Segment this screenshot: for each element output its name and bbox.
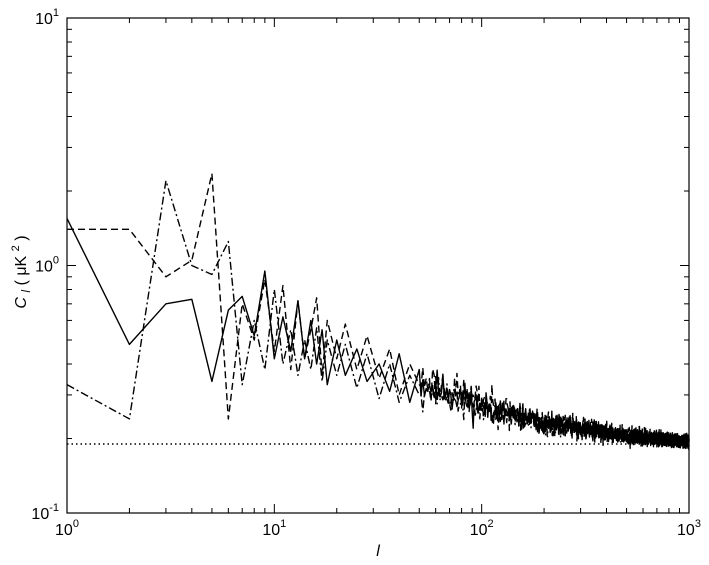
series-line-solid [66,218,690,449]
y-axis-label-sub: l [19,290,33,293]
y-axis-label-unit-open: ( [13,279,30,285]
series-layer [66,172,690,451]
x-tick-label: 101 [262,518,286,539]
y-tick-label: 100 [35,255,59,276]
plot-frame [66,17,690,514]
y-axis-label-unit-close: ) [13,235,30,240]
x-axis-label: l [376,543,380,560]
series-line-dashdot [66,180,690,451]
y-axis-label: C l ( μK 2 ) [6,235,34,308]
y-tick-label: 101 [35,7,59,28]
y-axis-label-unit: μK [13,255,30,275]
x-tick-label: 103 [677,518,701,539]
y-tick-label: 10-1 [31,502,59,523]
ticks-layer [66,17,690,514]
x-tick-label: 100 [55,518,79,539]
y-axis-label-unit-sup: 2 [10,245,22,251]
x-tick-label: 102 [470,518,494,539]
y-axis-label-main: C [13,297,30,309]
